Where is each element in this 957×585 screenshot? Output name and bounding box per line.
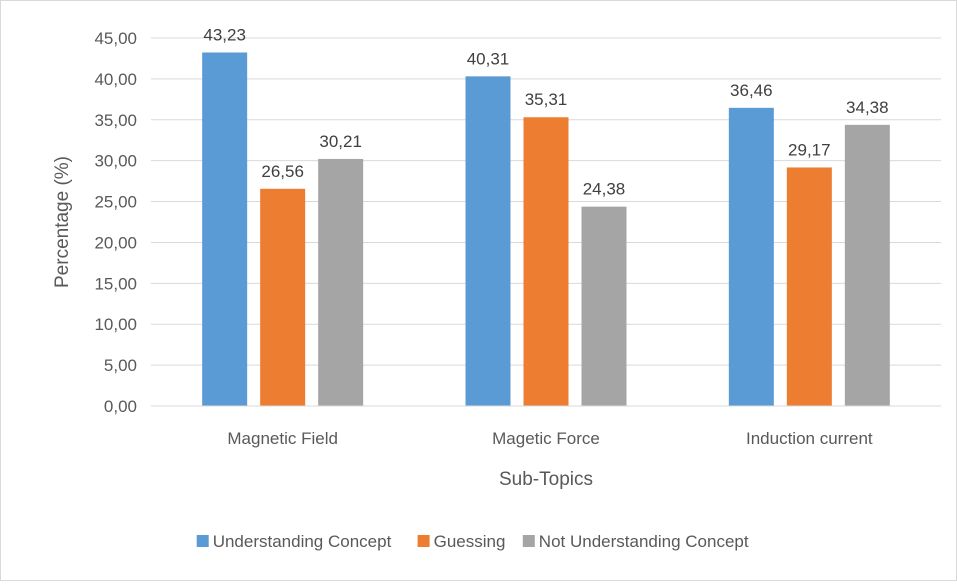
- legend: Understanding Concept Guessing Not Underst…: [196, 532, 749, 551]
- bar: [318, 158, 364, 406]
- y-tick-label: 40,00: [94, 70, 137, 89]
- bar: [844, 124, 890, 407]
- legend-label: Understanding Concept: [213, 532, 392, 551]
- bar: [581, 206, 627, 406]
- y-tick-label: 15,00: [94, 274, 137, 293]
- y-axis-ticks: 0,00 5,00 10,00 15,00 20,00 25,00 30,00 35,00 40…: [94, 29, 137, 416]
- x-axis-ticks: Magnetic Field Magetic Force Induction cur…: [227, 429, 873, 448]
- data-label: 29,17: [788, 140, 831, 159]
- y-tick-label: 45,00: [94, 29, 137, 48]
- y-tick-label: 20,00: [94, 233, 137, 252]
- y-axis-title: Percentage (%): [52, 156, 73, 288]
- legend-swatch: [417, 535, 430, 547]
- data-label: 35,31: [525, 90, 568, 109]
- y-tick-label: 30,00: [94, 152, 137, 171]
- legend-swatch: [196, 535, 209, 547]
- y-tick-label: 10,00: [94, 315, 137, 334]
- y-tick-label: 35,00: [94, 111, 137, 130]
- data-label: 34,38: [846, 98, 889, 117]
- data-labels: 43,23 26,56 30,21 40,31 35,31 24,38 36,46 29,17…: [203, 25, 888, 198]
- x-tick-label: Magetic Force: [492, 429, 600, 448]
- x-tick-label: Magnetic Field: [227, 429, 338, 448]
- y-tick-label: 25,00: [94, 193, 137, 212]
- bar: [202, 52, 248, 406]
- legend-label: Guessing: [434, 532, 506, 551]
- legend-label: Not Understanding Concept: [539, 532, 749, 551]
- bar: [728, 107, 774, 406]
- x-tick-label: Induction current: [746, 429, 873, 448]
- data-label: 40,31: [467, 49, 510, 68]
- legend-swatch: [522, 535, 535, 547]
- data-label: 43,23: [203, 25, 246, 44]
- bar: [260, 188, 306, 406]
- bar: [786, 167, 832, 406]
- bar: [465, 76, 511, 407]
- legend-item: Guessing: [417, 532, 506, 551]
- y-tick-label: 0,00: [104, 397, 137, 416]
- legend-item: Not Understanding Concept: [522, 532, 749, 551]
- x-axis-title: Sub-Topics: [499, 469, 593, 490]
- bar: [523, 117, 569, 406]
- data-label: 30,21: [319, 132, 362, 151]
- legend-item: Understanding Concept: [196, 532, 392, 551]
- data-label: 24,38: [583, 180, 626, 199]
- data-label: 36,46: [730, 81, 773, 100]
- y-tick-label: 5,00: [104, 356, 137, 375]
- bars: [202, 52, 890, 407]
- data-label: 26,56: [261, 162, 304, 181]
